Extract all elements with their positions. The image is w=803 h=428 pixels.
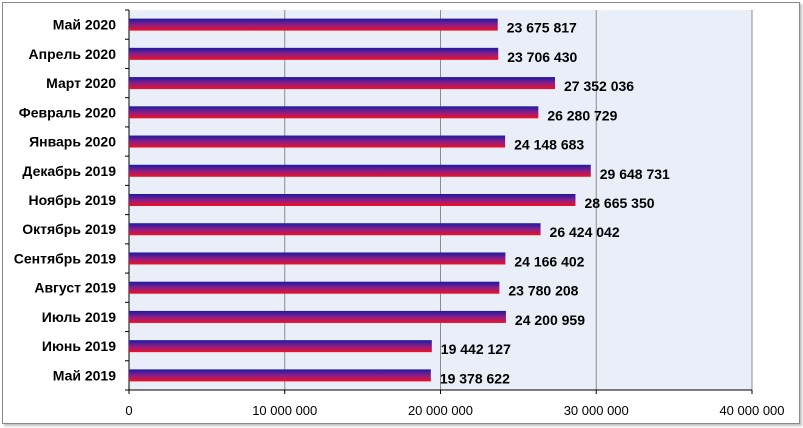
data-label: 27 352 036 — [564, 78, 634, 94]
category-label: Июль 2019 — [42, 309, 116, 325]
data-label: 24 166 402 — [514, 253, 584, 269]
data-label: 24 200 959 — [515, 312, 585, 328]
category-label: Ноябрь 2019 — [29, 192, 117, 208]
category-label: Май 2020 — [53, 17, 116, 33]
bar — [129, 194, 576, 206]
data-label: 26 424 042 — [550, 224, 620, 240]
bar — [129, 223, 541, 236]
x-tick-label: 40 000 000 — [719, 403, 784, 418]
x-tick-label: 0 — [125, 403, 132, 418]
data-label: 29 648 731 — [600, 166, 670, 182]
bars — [129, 18, 591, 382]
category-label: Февраль 2020 — [19, 104, 116, 120]
category-label: Октябрь 2019 — [22, 221, 116, 237]
category-label: Март 2020 — [46, 75, 116, 91]
data-label: 28 665 350 — [584, 195, 654, 211]
bar — [129, 369, 431, 382]
x-tick-label: 10 000 000 — [252, 403, 317, 418]
labels: 0 10 000 000 20 000 000 30 000 000 40 000 00… — [14, 17, 785, 418]
bar — [129, 310, 506, 323]
bar — [129, 281, 500, 294]
category-label: Июнь 2019 — [42, 338, 116, 354]
bar — [129, 47, 499, 60]
data-label: 23 675 817 — [507, 20, 577, 36]
data-label: 26 280 729 — [547, 107, 617, 123]
category-label: Май 2019 — [53, 367, 116, 383]
bar — [129, 135, 506, 148]
data-label: 23 780 208 — [508, 283, 578, 299]
data-label: 23 706 430 — [507, 49, 577, 65]
category-label: Январь 2020 — [29, 134, 116, 150]
data-label: 24 148 683 — [514, 137, 584, 153]
bar — [129, 164, 591, 177]
data-label: 19 378 622 — [440, 370, 510, 386]
x-tick-label: 30 000 000 — [564, 403, 629, 418]
bar — [129, 77, 556, 90]
bar — [129, 106, 539, 119]
x-tick-label: 20 000 000 — [408, 403, 473, 418]
category-label: Сентябрь 2019 — [14, 250, 116, 266]
bar — [129, 252, 506, 265]
category-label: Декабрь 2019 — [22, 163, 116, 179]
bar — [129, 340, 432, 353]
category-label: Апрель 2020 — [29, 46, 117, 62]
bar — [129, 18, 498, 31]
category-label: Август 2019 — [34, 280, 116, 296]
data-label: 19 442 127 — [441, 341, 511, 357]
